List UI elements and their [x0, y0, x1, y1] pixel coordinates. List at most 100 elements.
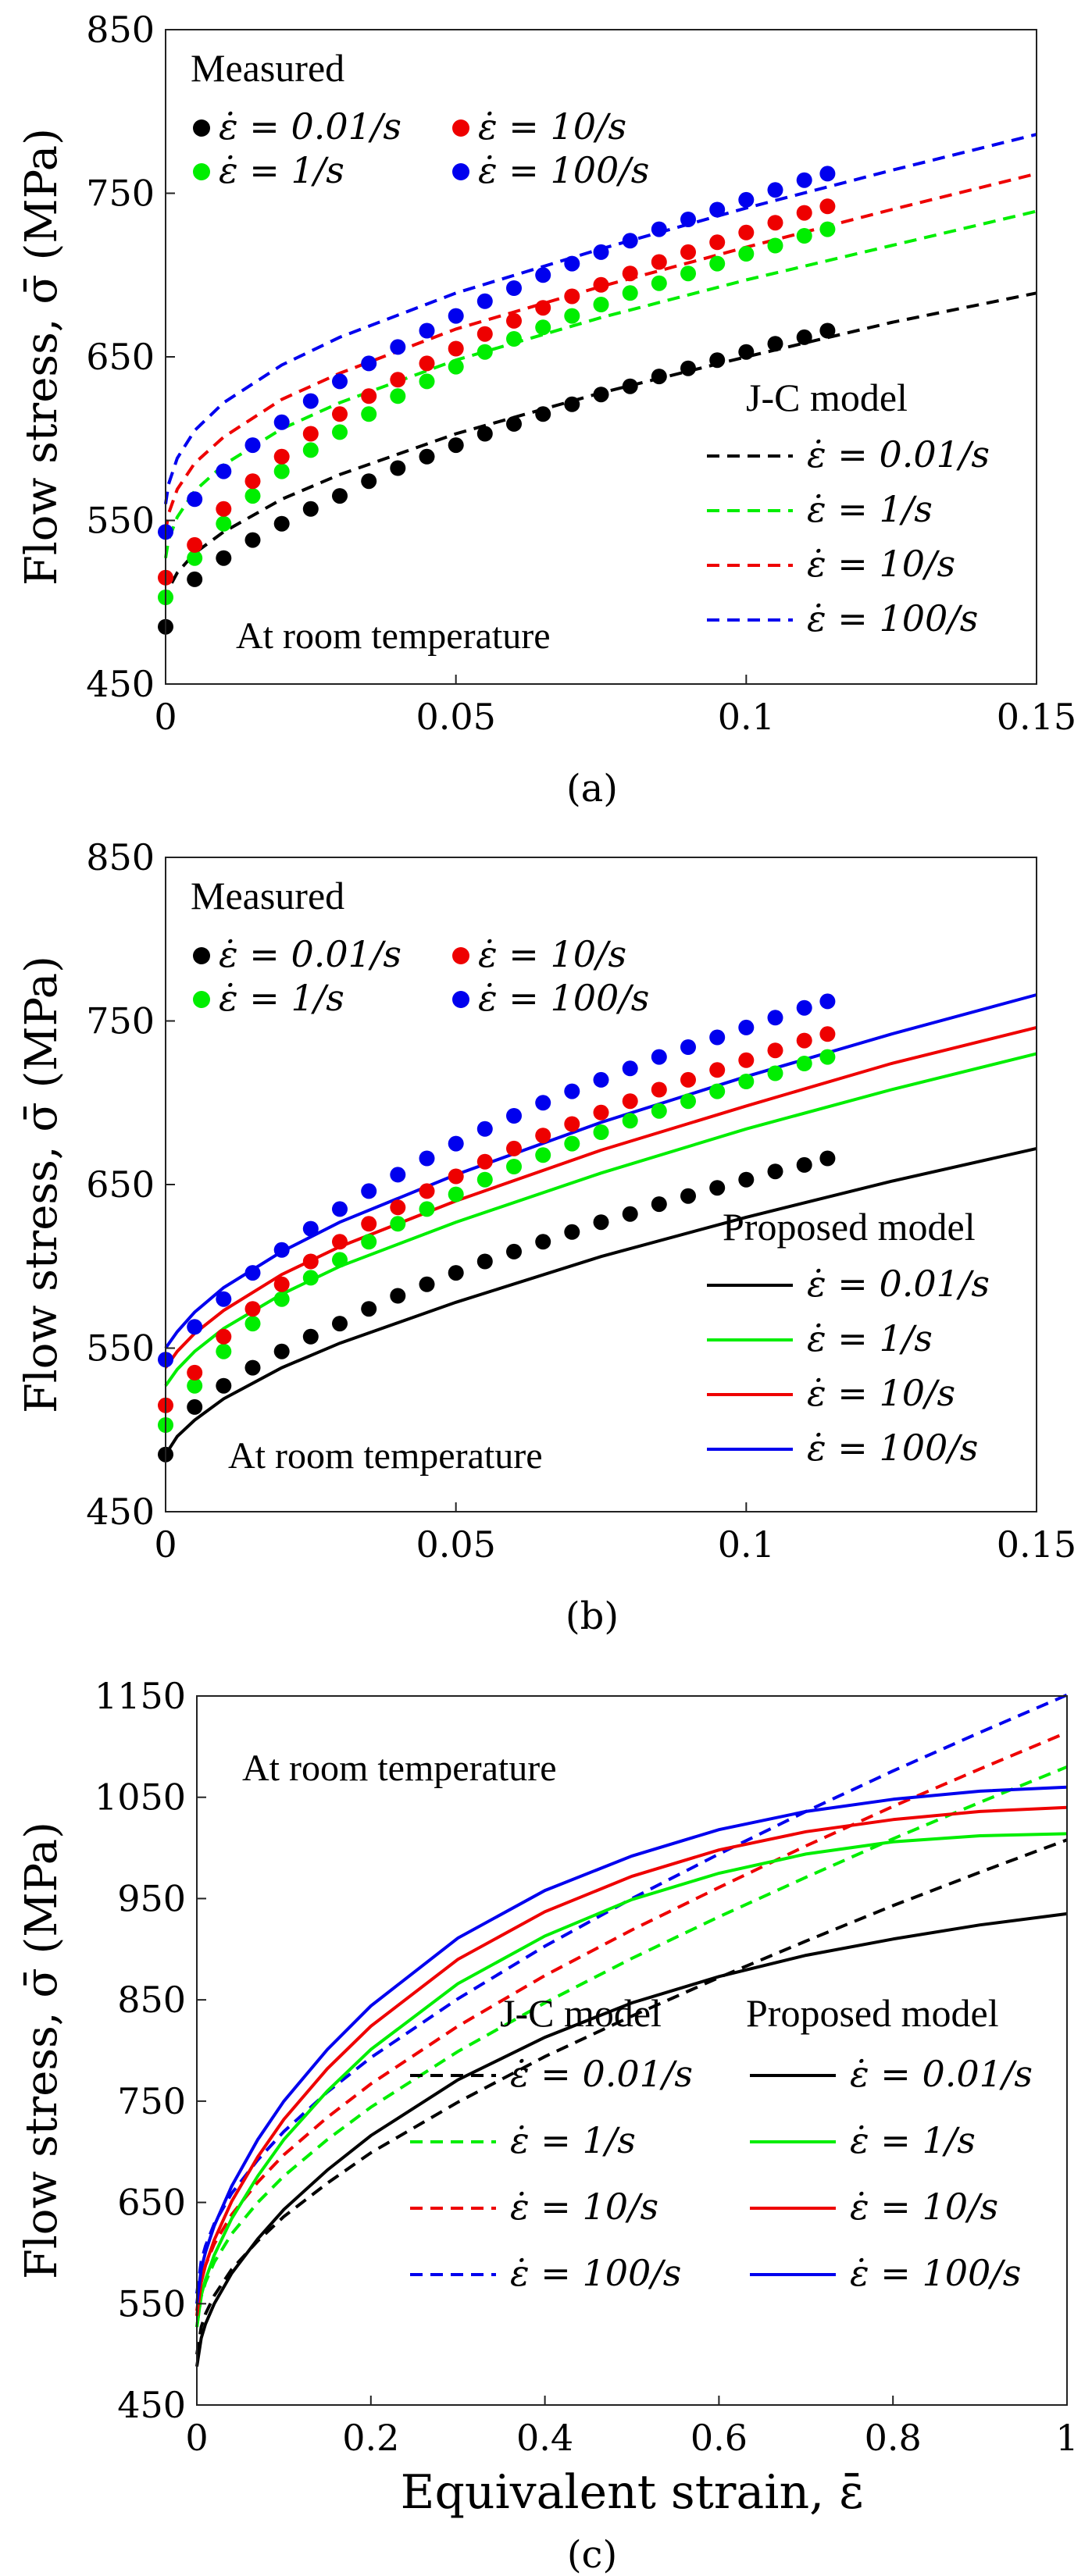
a-measured-point — [593, 276, 609, 293]
b-measured-legend-1-label: ε̇ = 1/s — [219, 977, 344, 1019]
a-measured-point — [593, 387, 609, 403]
a-measured-legend-3-label: ε̇ = 100/s — [478, 149, 649, 191]
b-measured-point — [390, 1167, 406, 1183]
a-model-legend-title: J-C model — [746, 376, 908, 419]
a-measured-point — [680, 360, 696, 376]
b-measured-point — [819, 1026, 836, 1042]
b-measured-point — [796, 1056, 812, 1071]
a-measured-point — [361, 388, 377, 404]
a-measured-point — [796, 329, 812, 345]
b-measured-point — [564, 1116, 580, 1132]
b-measured-point — [738, 1052, 755, 1068]
c-x-axis-label: Equivalent strain, ε̄ — [401, 2465, 864, 2520]
a-measured-point — [564, 255, 580, 272]
b-measured-point — [622, 1206, 638, 1222]
c-x-tick-label: 0.4 — [516, 2417, 573, 2459]
a-measured-point — [187, 491, 203, 508]
b-measured-point — [767, 1163, 783, 1180]
a-measured-point — [476, 344, 493, 360]
b-measured-point — [448, 1186, 464, 1202]
a-measured-point — [361, 406, 377, 422]
b-measured-point — [651, 1103, 667, 1119]
c-curves — [195, 1693, 1068, 2368]
b-measured-point — [535, 1128, 551, 1144]
a-measured-point — [476, 426, 493, 442]
a-measured-legend-2-marker — [452, 119, 469, 137]
b-measured-point — [273, 1242, 290, 1258]
a-measured-point — [216, 515, 232, 532]
b-measured-point — [302, 1328, 319, 1345]
a-measured-point — [819, 322, 836, 339]
a-measured-point — [273, 448, 290, 465]
b-measured-point — [419, 1150, 435, 1167]
panel-a: 0 0.05 0.1 0.15 450 550 650 750 850 Flow stress,… — [16, 9, 1076, 811]
c-jc-curve-1 — [195, 1765, 1068, 2328]
a-measured-legend-0-marker — [193, 119, 210, 137]
c-y-tick-label: 1150 — [95, 1675, 186, 1717]
b-measured-point — [738, 1074, 755, 1089]
c-jc-legend-title: J-C model — [500, 1991, 662, 2035]
c-panel-label: (c) — [567, 2533, 617, 2576]
a-model-legend-2-label: ε̇ = 10/s — [807, 543, 955, 585]
a-measured-point — [419, 373, 435, 390]
b-measured-point — [448, 1135, 464, 1152]
b-measured-point — [244, 1359, 261, 1376]
a-annotation: At room temperature — [236, 615, 551, 657]
a-measured-legend-3-marker — [452, 163, 469, 180]
a-measured-point — [738, 344, 755, 360]
b-measured-point — [738, 1171, 755, 1188]
b-measured-point — [622, 1093, 638, 1110]
a-model-curve-1 — [164, 209, 1037, 559]
a-measured-point — [622, 378, 638, 394]
c-y-tick-label: 550 — [117, 2282, 186, 2325]
b-measured-legend-0-label: ε̇ = 0.01/s — [219, 933, 401, 975]
a-measured-point — [535, 406, 551, 422]
a-y-tick-label: 550 — [86, 500, 155, 542]
c-proposed-legend-0-label: ε̇ = 0.01/s — [850, 2053, 1033, 2095]
b-measured-point — [564, 1135, 580, 1152]
b-measured-point — [709, 1083, 726, 1099]
a-measured-point — [796, 172, 812, 188]
b-measured-point — [476, 1171, 493, 1188]
c-y-tick-label: 950 — [117, 1877, 186, 1919]
c-x-tick-label: 0.8 — [865, 2417, 922, 2459]
a-y-tick-label: 850 — [86, 9, 155, 51]
a-measured-point — [622, 265, 638, 282]
b-measured-point — [361, 1234, 377, 1250]
a-model-curve-0 — [164, 291, 1037, 603]
b-x-tick-label: 0.05 — [416, 1523, 495, 1566]
b-measured-point — [273, 1276, 290, 1292]
a-measured-point — [738, 246, 755, 262]
a-measured-point — [506, 415, 522, 432]
a-model-legend-0-label: ε̇ = 0.01/s — [807, 433, 990, 476]
b-measured-legend-1-marker — [193, 991, 210, 1008]
b-measured-point — [506, 1108, 522, 1124]
b-measured-point — [622, 1113, 638, 1129]
b-x-tick-label: 0.1 — [718, 1523, 775, 1566]
a-measured-point — [564, 288, 580, 305]
b-measured-point — [302, 1220, 319, 1237]
c-jc-legend-0-label: ε̇ = 0.01/s — [510, 2053, 693, 2095]
b-measured-point — [535, 1095, 551, 1111]
b-measured-point — [332, 1316, 348, 1332]
a-measured-point — [302, 442, 319, 458]
a-model-curve-2 — [164, 172, 1037, 533]
c-y-tick-label: 750 — [117, 2080, 186, 2122]
a-measured-point — [244, 532, 261, 548]
a-y-axis-label: Flow stress, σ̄ (MPa) — [16, 128, 67, 586]
b-measured-point — [187, 1364, 203, 1381]
b-measured-points — [158, 993, 836, 1463]
a-measured-point — [738, 191, 755, 208]
b-measured-point — [767, 1042, 783, 1059]
a-measured-point — [448, 308, 464, 324]
a-measured-point — [273, 414, 290, 430]
b-y-tick-label: 750 — [86, 1000, 155, 1042]
c-proposed-curve-1 — [195, 1832, 1068, 2328]
b-measured-point — [187, 1398, 203, 1415]
c-proposed-legend-title: Proposed model — [746, 1991, 999, 2035]
b-measured-legend-2-marker — [452, 947, 469, 964]
b-x-tick-label: 0.15 — [997, 1523, 1076, 1566]
a-x-tick-label: 0 — [154, 696, 177, 738]
b-measured-point — [535, 1234, 551, 1250]
a-measured-point — [506, 312, 522, 329]
